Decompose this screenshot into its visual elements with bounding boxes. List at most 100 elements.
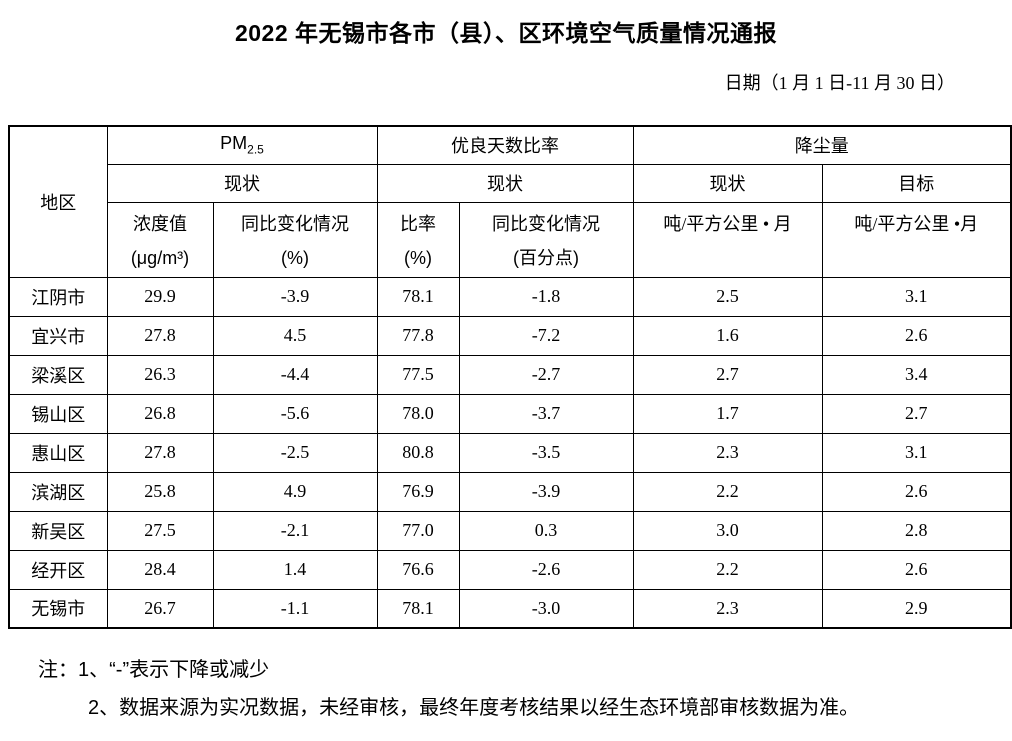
table-row: 经开区 28.4 1.4 76.6 -2.6 2.2 2.6 bbox=[8, 549, 1012, 590]
table-row: 宜兴市 27.8 4.5 77.8 -7.2 1.6 2.6 bbox=[8, 315, 1012, 356]
cell-ratio-change: -1.8 bbox=[458, 276, 634, 317]
note-2: 2、数据来源为实况数据，未经审核，最终年度考核结果以经生态环境部审核数据为准。 bbox=[88, 697, 860, 719]
cell-dust-current: 1.7 bbox=[632, 393, 823, 434]
cell-dust-current: 2.3 bbox=[632, 432, 823, 473]
table-row: 江阴市 29.9 -3.9 78.1 -1.8 2.5 3.1 bbox=[8, 276, 1012, 317]
cell-ratio-change: -3.7 bbox=[458, 393, 634, 434]
header-good-days-ratio: 优良天数比率 bbox=[376, 125, 634, 165]
cell-pm-change: -4.4 bbox=[212, 354, 378, 395]
page-title: 2022 年无锡市各市（县）、区环境空气质量情况通报 bbox=[234, 20, 778, 46]
cell-dust-target: 2.6 bbox=[821, 471, 1012, 512]
cell-ratio-change: -2.7 bbox=[458, 354, 634, 395]
header-pm25: PM2.5 bbox=[106, 125, 378, 165]
cell-dust-target: 3.4 bbox=[821, 354, 1012, 395]
cell-region: 梁溪区 bbox=[8, 354, 108, 395]
cell-region: 江阴市 bbox=[8, 276, 108, 317]
header-pm-status: 现状 bbox=[106, 163, 378, 203]
cell-ratio-change: -7.2 bbox=[458, 315, 634, 356]
header-ratio: 比率 (%) bbox=[376, 201, 460, 278]
cell-pm-change: -2.1 bbox=[212, 510, 378, 551]
header-region: 地区 bbox=[8, 125, 108, 278]
cell-dust-current: 2.7 bbox=[632, 354, 823, 395]
pm-concentration-unit: (μg/m³) bbox=[130, 247, 190, 268]
cell-region: 新吴区 bbox=[8, 510, 108, 551]
cell-good-days-ratio: 78.0 bbox=[376, 393, 460, 434]
cell-dust-current: 2.3 bbox=[632, 588, 823, 629]
note-1: 注：1、“-”表示下降或减少 bbox=[38, 656, 1012, 685]
cell-region: 滨湖区 bbox=[8, 471, 108, 512]
header-dust-target: 目标 bbox=[821, 163, 1012, 203]
cell-pm-change: 4.5 bbox=[212, 315, 378, 356]
cell-pm-change: 4.9 bbox=[212, 471, 378, 512]
cell-dust-current: 2.2 bbox=[632, 549, 823, 590]
ratio-unit: (%) bbox=[404, 247, 432, 268]
air-quality-table: 地区 PM2.5 优良天数比率 降尘量 现状 现状 现状 目标 浓度值 (μg/m… bbox=[8, 125, 1012, 629]
cell-pm-change: -5.6 bbox=[212, 393, 378, 434]
cell-good-days-ratio: 77.0 bbox=[376, 510, 460, 551]
header-dust-current-unit: 吨/平方公里 • 月 bbox=[632, 201, 823, 278]
cell-pm-change: 1.4 bbox=[212, 549, 378, 590]
header-dust-fall: 降尘量 bbox=[632, 125, 1012, 165]
cell-ratio-change: -3.0 bbox=[458, 588, 634, 629]
cell-good-days-ratio: 78.1 bbox=[376, 588, 460, 629]
ratio-label: 比率 bbox=[400, 213, 436, 234]
header-pm-concentration: 浓度值 (μg/m³) bbox=[106, 201, 214, 278]
cell-dust-target: 2.7 bbox=[821, 393, 1012, 434]
cell-pm-change: -3.9 bbox=[212, 276, 378, 317]
cell-region: 无锡市 bbox=[8, 588, 108, 629]
date-range-line: 日期（1 月 1 日-11 月 30 日） bbox=[724, 73, 955, 93]
table-row: 惠山区 27.8 -2.5 80.8 -3.5 2.3 3.1 bbox=[8, 432, 1012, 473]
pm-subscript: 2.5 bbox=[247, 143, 264, 158]
cell-pm-change: -2.5 bbox=[212, 432, 378, 473]
cell-pm-value: 29.9 bbox=[106, 276, 214, 317]
note-1-text: 1、“-”表示下降或减少 bbox=[78, 659, 270, 681]
cell-good-days-ratio: 76.6 bbox=[376, 549, 460, 590]
cell-ratio-change: -2.6 bbox=[458, 549, 634, 590]
pm-label: PM bbox=[220, 133, 248, 154]
pm-concentration-label: 浓度值 bbox=[133, 213, 187, 234]
table-row: 梁溪区 26.3 -4.4 77.5 -2.7 2.7 3.4 bbox=[8, 354, 1012, 395]
cell-pm-value: 25.8 bbox=[106, 471, 214, 512]
cell-dust-current: 2.5 bbox=[632, 276, 823, 317]
cell-pm-change: -1.1 bbox=[212, 588, 378, 629]
cell-region: 宜兴市 bbox=[8, 315, 108, 356]
cell-ratio-change: -3.9 bbox=[458, 471, 634, 512]
cell-pm-value: 27.5 bbox=[106, 510, 214, 551]
ratio-change-label: 同比变化情况 bbox=[492, 213, 600, 234]
cell-dust-current: 2.2 bbox=[632, 471, 823, 512]
cell-region: 经开区 bbox=[8, 549, 108, 590]
cell-dust-current: 3.0 bbox=[632, 510, 823, 551]
table-row: 滨湖区 25.8 4.9 76.9 -3.9 2.2 2.6 bbox=[8, 471, 1012, 512]
pm-change-unit: (%) bbox=[281, 247, 309, 268]
pm-change-label: 同比变化情况 bbox=[241, 213, 349, 234]
cell-good-days-ratio: 78.1 bbox=[376, 276, 460, 317]
table-row: 新吴区 27.5 -2.1 77.0 0.3 3.0 2.8 bbox=[8, 510, 1012, 551]
header-ratio-change: 同比变化情况 (百分点) bbox=[458, 201, 634, 278]
cell-dust-target: 2.6 bbox=[821, 315, 1012, 356]
cell-good-days-ratio: 77.8 bbox=[376, 315, 460, 356]
cell-dust-target: 2.9 bbox=[821, 588, 1012, 629]
cell-good-days-ratio: 76.9 bbox=[376, 471, 460, 512]
cell-dust-target: 3.1 bbox=[821, 276, 1012, 317]
cell-region: 锡山区 bbox=[8, 393, 108, 434]
footnotes: 注：1、“-”表示下降或减少 2、数据来源为实况数据，未经审核，最终年度考核结果… bbox=[0, 656, 1012, 723]
header-good-days-status: 现状 bbox=[376, 163, 634, 203]
cell-dust-target: 2.8 bbox=[821, 510, 1012, 551]
header-row-status: 现状 现状 现状 目标 bbox=[9, 163, 1012, 203]
cell-pm-value: 27.8 bbox=[106, 432, 214, 473]
table-row: 无锡市 26.7 -1.1 78.1 -3.0 2.3 2.9 bbox=[8, 588, 1012, 629]
note-prefix: 注： bbox=[38, 659, 78, 681]
ratio-change-unit: (百分点) bbox=[513, 247, 579, 268]
cell-pm-value: 26.3 bbox=[106, 354, 214, 395]
header-pm-change: 同比变化情况 (%) bbox=[212, 201, 378, 278]
cell-dust-current: 1.6 bbox=[632, 315, 823, 356]
cell-ratio-change: -3.5 bbox=[458, 432, 634, 473]
cell-region: 惠山区 bbox=[8, 432, 108, 473]
table-row: 锡山区 26.8 -5.6 78.0 -3.7 1.7 2.7 bbox=[8, 393, 1012, 434]
cell-pm-value: 26.8 bbox=[106, 393, 214, 434]
cell-good-days-ratio: 80.8 bbox=[376, 432, 460, 473]
header-dust-status: 现状 bbox=[632, 163, 823, 203]
cell-pm-value: 27.8 bbox=[106, 315, 214, 356]
cell-dust-target: 2.6 bbox=[821, 549, 1012, 590]
